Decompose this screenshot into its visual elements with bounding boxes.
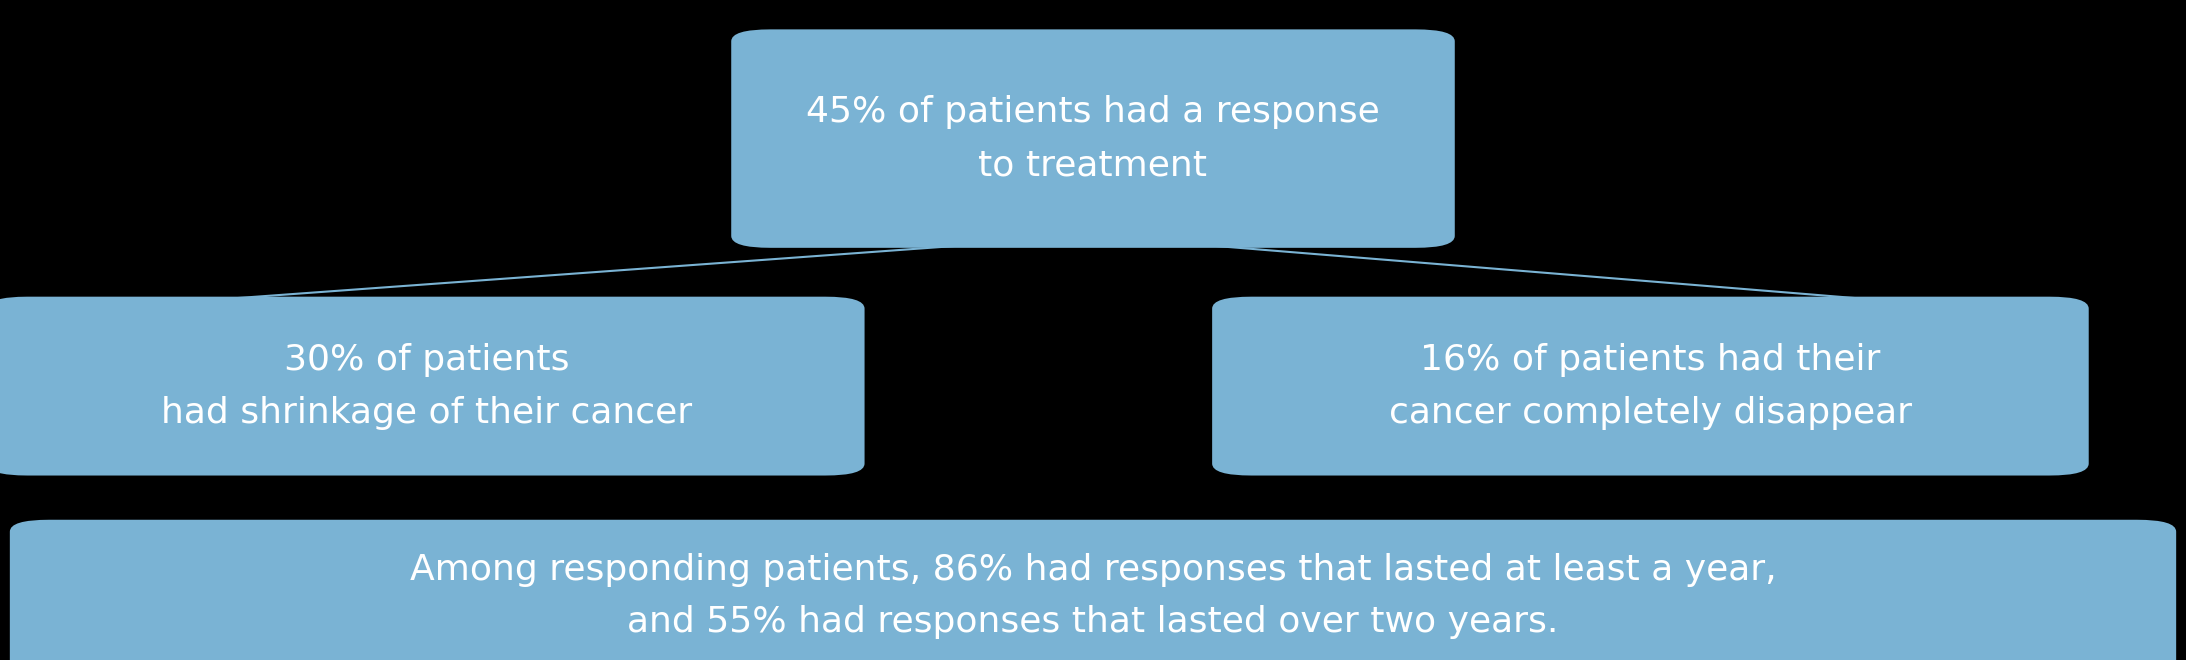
Text: 16% of patients had their
cancer completely disappear: 16% of patients had their cancer complet…	[1388, 343, 1913, 430]
Text: 30% of patients
had shrinkage of their cancer: 30% of patients had shrinkage of their c…	[162, 343, 691, 430]
Text: Among responding patients, 86% had responses that lasted at least a year,
and 55: Among responding patients, 86% had respo…	[409, 552, 1777, 640]
Text: 45% of patients had a response
to treatment: 45% of patients had a response to treatm…	[807, 95, 1379, 182]
FancyBboxPatch shape	[0, 297, 863, 475]
FancyBboxPatch shape	[11, 520, 2177, 660]
FancyBboxPatch shape	[732, 29, 1456, 248]
FancyBboxPatch shape	[1211, 297, 2090, 475]
